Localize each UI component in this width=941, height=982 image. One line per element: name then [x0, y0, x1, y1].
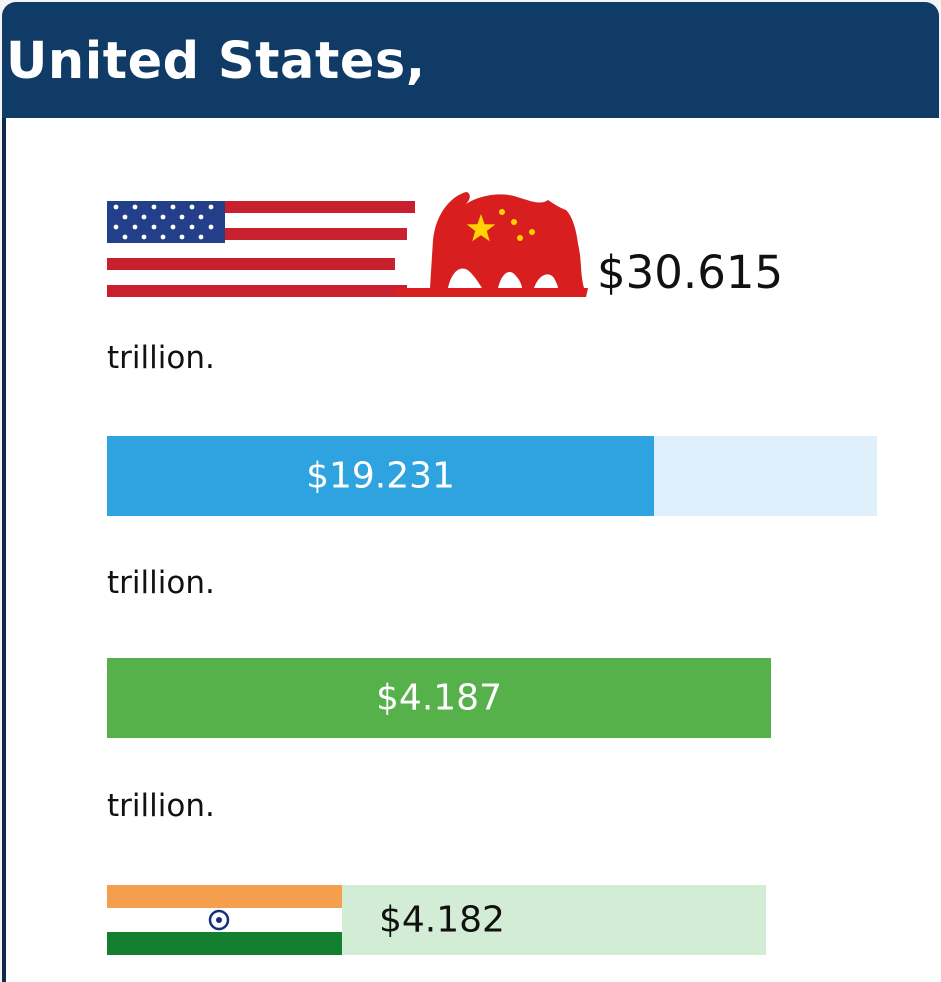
india-bar [342, 885, 766, 955]
bar3-value-label: $4.187 [376, 677, 502, 719]
india-flag-chakra-hub [216, 917, 222, 923]
china-unit-caption: trillion. [107, 565, 215, 601]
usa-value-label: $30.615 [597, 246, 784, 299]
usa-unit-caption: trillion. [107, 340, 215, 376]
china-bar [107, 436, 654, 516]
bar3-unit-caption: trillion. [107, 788, 215, 824]
india-flag-icon [107, 885, 342, 955]
bar3-track: $4.187 [107, 658, 877, 738]
chart-card [2, 118, 941, 982]
india-flag-saffron [107, 885, 342, 908]
page-title: United States, [6, 32, 426, 91]
china-bar-track: $19.231 [107, 436, 877, 516]
india-flag-chakra [208, 909, 230, 931]
bar3-bar [107, 658, 771, 738]
header-bar: United States, [2, 2, 939, 118]
china-value-label: $19.231 [306, 455, 455, 497]
india-flag-green [107, 932, 342, 955]
india-row: $4.182 [107, 885, 767, 955]
india-value-label: $4.182 [379, 899, 505, 941]
